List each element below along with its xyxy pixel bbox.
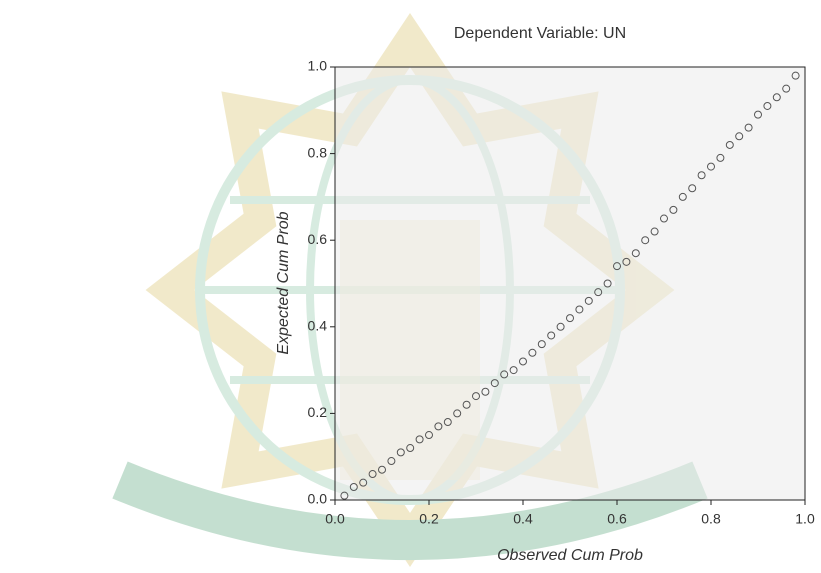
point <box>434 422 443 431</box>
point <box>509 366 518 375</box>
point <box>697 171 706 180</box>
x-tick-label: 1.0 <box>795 511 815 527</box>
point <box>425 431 433 440</box>
point <box>650 227 659 236</box>
y-tick-label: 1.0 <box>308 58 328 74</box>
x-tick-label: 0.2 <box>419 511 439 527</box>
point <box>453 409 462 418</box>
point <box>707 162 715 171</box>
x-tick-label: 0.8 <box>701 511 721 527</box>
point <box>359 478 368 487</box>
y-tick-label: 0.8 <box>308 144 328 160</box>
point <box>754 110 762 119</box>
point <box>537 340 546 349</box>
point <box>378 465 386 474</box>
point <box>368 470 377 479</box>
point <box>716 153 725 162</box>
point <box>782 84 791 93</box>
point <box>575 305 584 314</box>
x-axis-label: Observed Cum Prob <box>497 547 643 564</box>
x-tick-label: 0.6 <box>607 511 627 527</box>
point <box>641 236 650 245</box>
point <box>340 491 349 500</box>
point <box>763 101 772 110</box>
y-tick-label: 0.2 <box>308 404 328 420</box>
point <box>349 483 358 492</box>
point <box>584 296 593 305</box>
point <box>406 444 415 453</box>
point <box>678 192 687 201</box>
y-tick-label: 0.0 <box>308 491 328 507</box>
point <box>791 71 800 80</box>
point <box>396 448 405 457</box>
x-tick-label: 0.0 <box>325 511 345 527</box>
point <box>735 132 744 141</box>
point <box>688 184 697 193</box>
point <box>594 288 603 297</box>
point <box>415 435 424 444</box>
point <box>556 322 565 331</box>
point <box>481 387 490 396</box>
point <box>669 205 678 214</box>
point <box>490 379 499 388</box>
point <box>613 262 621 271</box>
point <box>387 457 396 466</box>
point <box>528 348 537 357</box>
x-tick-label: 0.4 <box>513 511 533 527</box>
point <box>603 279 612 288</box>
point <box>443 418 452 427</box>
plot-area <box>334 66 806 501</box>
point <box>725 140 734 149</box>
point <box>772 93 781 102</box>
point <box>519 357 527 366</box>
point <box>462 400 471 409</box>
y-tick-label: 0.6 <box>308 231 328 247</box>
point <box>660 214 668 223</box>
point <box>744 123 753 132</box>
point <box>500 370 509 379</box>
point <box>566 314 574 323</box>
chart-title: Dependent Variable: UN <box>454 25 626 42</box>
y-tick-label: 0.4 <box>308 318 328 334</box>
point <box>622 257 631 266</box>
point <box>631 249 640 258</box>
point <box>472 392 480 401</box>
y-axis-label: Expected Cum Prob <box>275 211 292 354</box>
point <box>547 331 556 340</box>
